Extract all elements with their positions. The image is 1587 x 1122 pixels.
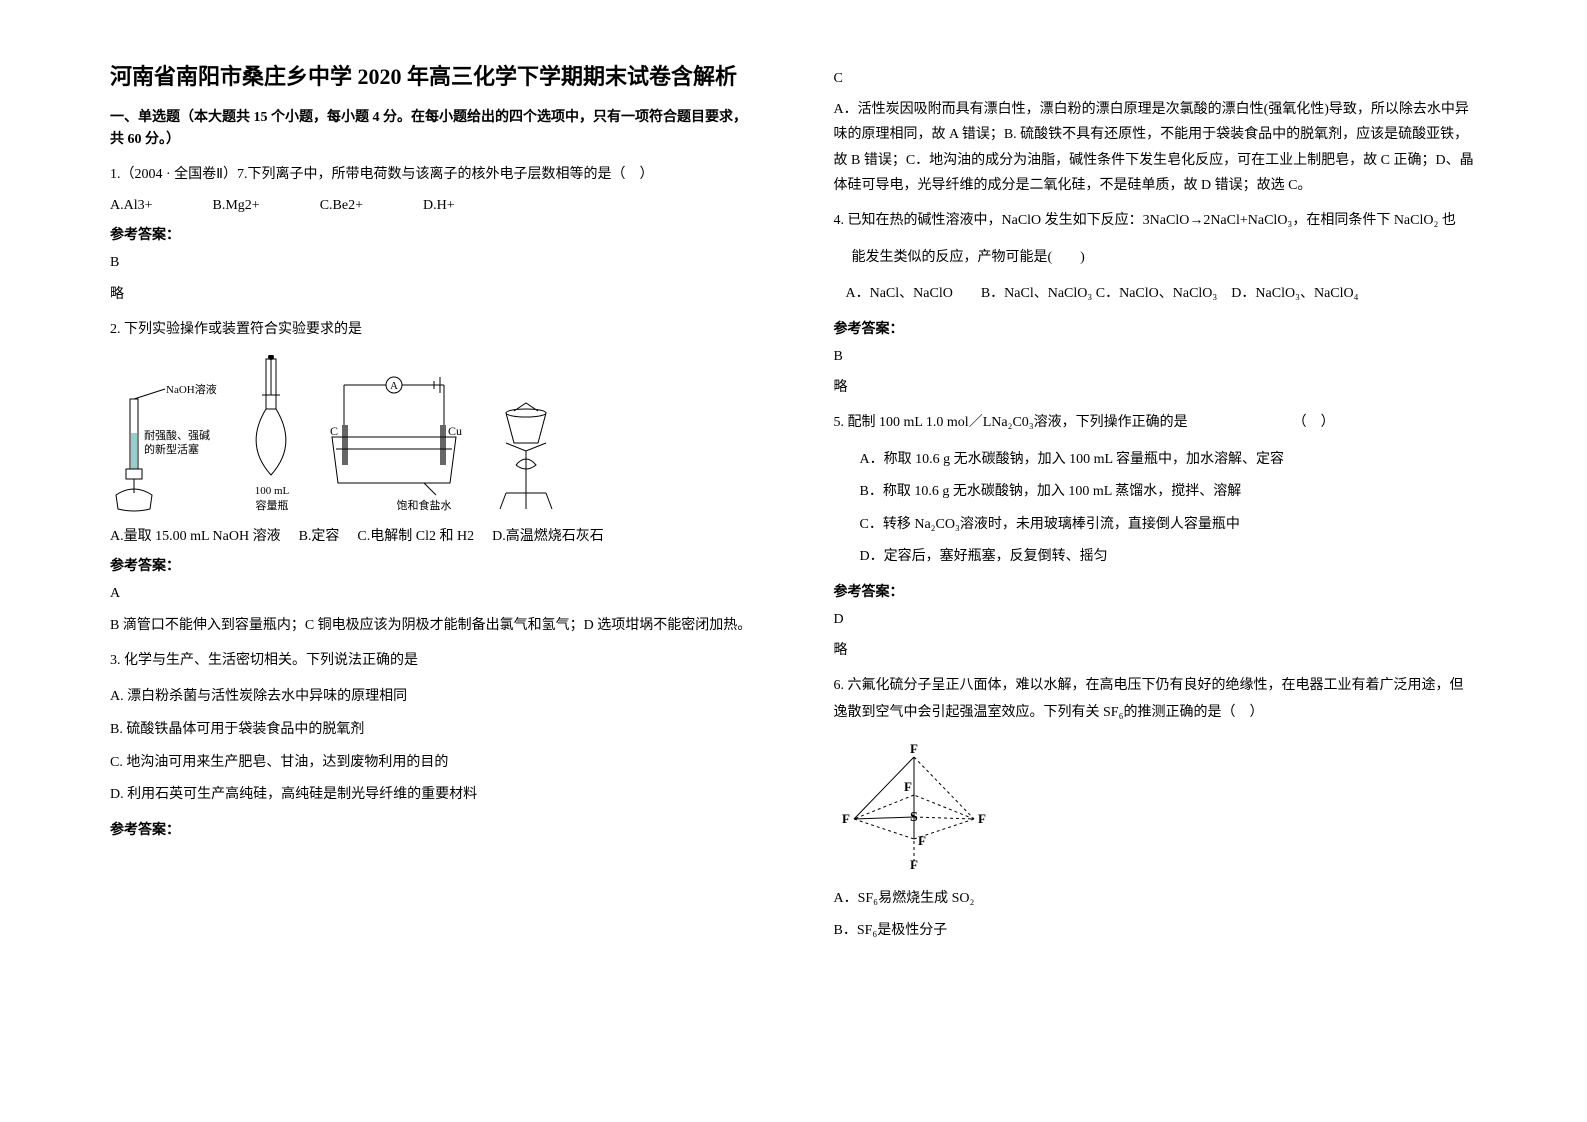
q6-optA: A．SF₆易燃烧生成 SO₂	[834, 886, 1478, 913]
q2-captions: A.量取 15.00 mL NaOH 溶液 B.定容 C.电解制 Cl2 和 H…	[110, 525, 754, 545]
q2-imgC: A C Cu 饱和食盐水	[324, 367, 464, 513]
q1-optB: B.Mg2+	[213, 198, 260, 214]
q2-ans-label: 参考答案：	[110, 555, 754, 575]
q2-imgD	[476, 393, 576, 513]
q4-ans: B	[834, 344, 1478, 369]
q2-optA: A.量取 15.00 mL NaOH 溶液	[110, 525, 281, 545]
q6-optB: B．SF₆是极性分子	[834, 918, 1478, 945]
q5-optA: A．称取 10.6 g 无水碳酸钠，加入 100 mL 容量瓶中，加水溶解、定容	[834, 447, 1478, 474]
q3-explain: A．活性炭因吸附而具有漂白性，漂白粉的漂白原理是次氯酸的漂白性(强氧化性)导致，…	[834, 97, 1478, 198]
q1-explain: 略	[110, 282, 754, 307]
q4-ans-label: 参考答案：	[834, 318, 1478, 338]
q4-stem-b: 能发生类似的反应，产物可能是( )	[834, 245, 1478, 272]
q5-optD: D．定容后，塞好瓶塞，反复倒转、摇匀	[834, 544, 1478, 571]
stopper-l2: 的新型活塞	[144, 442, 199, 456]
f-top: F	[910, 741, 918, 756]
q2-optC: C.电解制 Cl2 和 H2	[357, 525, 474, 545]
q3-ans: C	[834, 66, 1478, 91]
q2-optD: D.高温燃烧石灰石	[492, 525, 604, 545]
f-bottom: F	[910, 857, 918, 869]
q2-imgB: 100 mL 容量瓶	[232, 355, 312, 513]
q1-ans: B	[110, 250, 754, 275]
q4-stem-a: 4. 已知在热的碱性溶液中，NaClO 发生如下反应：3NaClO→2NaCl+…	[834, 208, 1478, 235]
q1-stem: 1.（2004 · 全国卷Ⅱ）7.下列离子中，所带电荷数与该离子的核外电子层数相…	[110, 162, 754, 189]
q2-explain: B 滴管口不能伸入到容量瓶内；C 铜电极应该为阴极才能制备出氯气和氢气；D 选项…	[110, 613, 754, 638]
f-back: F	[904, 779, 912, 794]
s-center: S	[910, 810, 918, 825]
q2-imgA: NaOH溶液 耐强酸、强碱 的新型活塞	[110, 383, 220, 513]
q3-ans-label: 参考答案：	[110, 819, 754, 839]
q6-stem: 6. 六氟化硫分子呈正八面体，难以水解，在高电压下仍有良好的绝缘性，在电器工业有…	[834, 673, 1478, 726]
q2-stem: 2. 下列实验操作或装置符合实验要求的是	[110, 317, 754, 344]
q1-ans-label: 参考答案：	[110, 224, 754, 244]
salt-label: 饱和食盐水	[397, 497, 452, 513]
q5-stem: 5. 配制 100 mL 1.0 mol／LNa₂C0₃溶液，下列操作正确的是 …	[834, 410, 1478, 437]
q5-optC: C．转移 Na₂CO₃溶液时，未用玻璃棒引流，直接倒人容量瓶中	[834, 512, 1478, 539]
q2-ans: A	[110, 581, 754, 606]
electrolysis-icon: A C Cu	[324, 367, 464, 497]
stopper-l1: 耐强酸、强碱	[144, 428, 210, 442]
f-right: F	[978, 811, 986, 826]
burette-icon: NaOH溶液 耐强酸、强碱 的新型活塞	[110, 383, 220, 513]
crucible-icon	[476, 393, 576, 513]
f-left: F	[842, 811, 850, 826]
right-column: C A．活性炭因吸附而具有漂白性，漂白粉的漂白原理是次氯酸的漂白性(强氧化性)导…	[794, 60, 1498, 1062]
q3-optC: C. 地沟油可用来生产肥皂、甘油，达到废物利用的目的	[110, 750, 754, 777]
flask-label1: 100 mL	[255, 485, 290, 497]
sf6-diagram: F F F F F F S	[834, 739, 1478, 874]
q4-explain: 略	[834, 375, 1478, 400]
q5-explain: 略	[834, 638, 1478, 663]
q1-optD: D.H+	[423, 198, 455, 214]
left-column: 河南省南阳市桑庄乡中学 2020 年高三化学下学期期末试卷含解析 一、单选题（本…	[90, 60, 794, 1062]
octahedron-icon: F F F F F F S	[834, 739, 994, 869]
naoh-label: NaOH溶液	[166, 383, 217, 396]
volumetric-flask-icon	[232, 355, 312, 485]
q4-opts: A．NaCl、NaClO B．NaCl、NaClO₃ C．NaClO、NaClO…	[834, 281, 1478, 308]
q5-ans-label: 参考答案：	[834, 581, 1478, 601]
q3-optB: B. 硫酸铁晶体可用于袋装食品中的脱氧剂	[110, 717, 754, 744]
a-label: A	[390, 380, 398, 392]
cu-label: Cu	[448, 424, 462, 438]
q5-ans: D	[834, 607, 1478, 632]
q3-stem: 3. 化学与生产、生活密切相关。下列说法正确的是	[110, 648, 754, 675]
section1-heading: 一、单选题（本大题共 15 个小题，每小题 4 分。在每小题给出的四个选项中，只…	[110, 107, 754, 152]
q3-optD: D. 利用石英可生产高纯硅，高纯硅是制光导纤维的重要材料	[110, 782, 754, 809]
doc-title: 河南省南阳市桑庄乡中学 2020 年高三化学下学期期末试卷含解析	[110, 60, 754, 93]
q2-optB: B.定容	[299, 525, 340, 545]
q1-options: A.Al3+ B.Mg2+ C.Be2+ D.H+	[110, 198, 754, 214]
q1-optA: A.Al3+	[110, 198, 153, 214]
f-front: F	[918, 833, 926, 848]
q1-optC: C.Be2+	[320, 198, 363, 214]
q3-optA: A. 漂白粉杀菌与活性炭除去水中异味的原理相同	[110, 684, 754, 711]
c-label: C	[330, 424, 338, 438]
q5-optB: B．称取 10.6 g 无水碳酸钠，加入 100 mL 蒸馏水，搅拌、溶解	[834, 479, 1478, 506]
flask-label2: 容量瓶	[256, 497, 289, 513]
q2-images: NaOH溶液 耐强酸、强碱 的新型活塞 100 mL 容量瓶	[110, 355, 754, 513]
